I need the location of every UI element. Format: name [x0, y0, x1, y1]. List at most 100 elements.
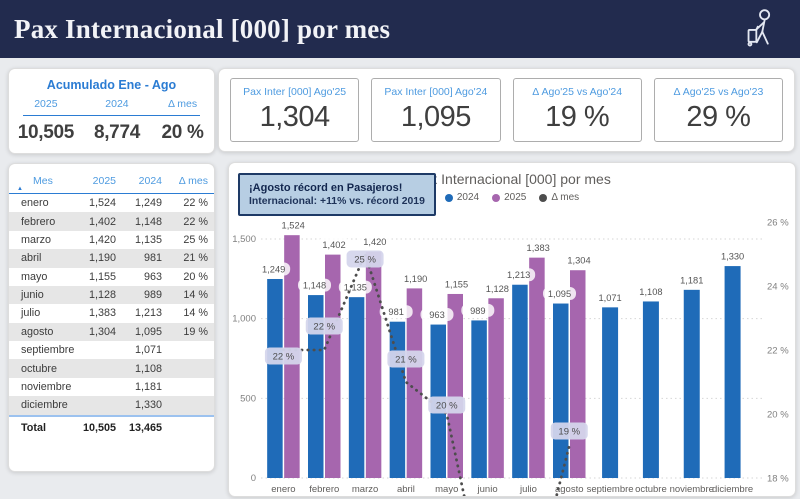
cell-noviembre-2: 1,181: [134, 380, 162, 393]
cell-agosto-3: 19 %: [183, 325, 208, 338]
right-axis-label: 18 %: [767, 474, 789, 485]
delta-pill-marzo: [346, 250, 384, 268]
table-row-octubre[interactable]: octubre 1,108: [9, 359, 214, 378]
summary-divider: [23, 115, 200, 116]
bar-2024-agosto[interactable]: [553, 303, 569, 478]
x-axis-label-diciembre: diciembre: [712, 484, 753, 495]
bar-label-2024-noviembre: 1,181: [680, 275, 703, 285]
cell-diciembre-1: [71, 396, 122, 415]
bar-2024-marzo[interactable]: [348, 297, 365, 478]
bar-label-2024-agosto: 1,095: [548, 289, 571, 299]
kpi-pax-ago24[interactable]: Pax Inter [000] Ago'24 1,095: [371, 78, 501, 142]
bar-2024-enero[interactable]: [267, 278, 283, 478]
kpi-delta-vs-ago24[interactable]: Δ Ago'25 vs Ago'24 19 %: [512, 78, 642, 142]
kpi-label: Pax Inter [000] Ago'25: [243, 86, 347, 98]
bar-label-2024-febrero-bg: [298, 278, 331, 292]
cell-enero-2: 1,249: [134, 197, 162, 210]
table-row-enero[interactable]: enero 1,524 1,249 22 %: [9, 194, 214, 213]
cell-julio-2: 1,213: [134, 307, 162, 320]
bar-2024-abril[interactable]: [389, 321, 406, 478]
legend-label: Δ mes: [551, 192, 580, 203]
bar-2024-septiembre[interactable]: [602, 307, 619, 478]
table-row-agosto[interactable]: agosto 1,304 1,095 19 %: [9, 322, 214, 341]
bar-label-2025-julio-bg: [521, 241, 555, 255]
bar-2024-diciembre[interactable]: [724, 266, 741, 478]
bar-label-2025-junio-bg: [480, 281, 514, 295]
cell-enero-3: 22 %: [183, 197, 208, 210]
legend-item-Δ mes[interactable]: Δ mes: [539, 192, 579, 203]
bar-2024-octubre[interactable]: [642, 301, 659, 478]
legend-item-2025[interactable]: 2025: [492, 192, 526, 203]
cell-mayo-3: 20 %: [183, 270, 208, 283]
kpi-delta-vs-ago23[interactable]: Δ Ago'25 vs Ago'23 29 %: [653, 78, 783, 142]
bar-2025-julio[interactable]: [529, 257, 545, 478]
column-header-2024[interactable]: 2024: [138, 175, 162, 187]
left-axis-label: 0: [251, 473, 256, 484]
table-row-julio[interactable]: julio 1,383 1,213 14 %: [9, 304, 214, 322]
cell-noviembre-1: [71, 378, 122, 396]
monthly-table-card: ▲ Mes 2025 2024 Δ mes enero 1,524 1,249 22 …: [8, 163, 215, 472]
bar-2025-febrero[interactable]: [325, 254, 341, 478]
bar-label-2025-febrero-bg: [317, 238, 351, 252]
bar-label-2024-enero: 1,249: [262, 264, 285, 274]
bar-label-2024-enero-bg: [257, 262, 291, 276]
monthly-table: ▲ Mes 2025 2024 Δ mes enero 1,524 1,249 22 …: [9, 173, 214, 437]
cell-agosto-0: agosto: [21, 325, 54, 338]
right-axis-label: 24 %: [767, 282, 789, 293]
table-row-junio[interactable]: junio 1,128 989 14 %: [9, 285, 214, 305]
cell-febrero-3: 22 %: [183, 215, 208, 228]
column-header-mes[interactable]: ▲ Mes: [17, 175, 53, 192]
column-header-2025[interactable]: 2025: [92, 175, 116, 187]
cell-septiembre-2: 1,071: [134, 344, 162, 357]
cell-julio-1: 1,383: [88, 307, 116, 320]
column-header-delta[interactable]: Δ mes: [178, 175, 208, 187]
summary-col-2024: 2024: [105, 98, 129, 110]
kpi-value: 1,304: [259, 101, 331, 133]
bar-label-2024-marzo: 1,135: [344, 283, 367, 293]
legend-dot: [444, 193, 453, 202]
bar-2024-julio[interactable]: [512, 284, 528, 478]
total-2024: 13,465: [128, 421, 162, 434]
cell-febrero-2: 1,148: [134, 215, 162, 228]
x-axis-label-noviembre: noviembre: [670, 484, 714, 495]
x-axis-label-septiembre: septiembre: [587, 484, 634, 495]
bar-label-2025-mayo: 1,155: [445, 279, 468, 289]
table-row-abril[interactable]: abril 1,190 981 21 %: [9, 249, 214, 268]
table-row-marzo[interactable]: marzo 1,420 1,135 25 %: [9, 231, 214, 249]
cell-septiembre-3: [168, 341, 214, 359]
bar-2025-agosto[interactable]: [570, 270, 586, 478]
bar-label-2024-septiembre-bg: [593, 290, 627, 304]
bar-2025-junio[interactable]: [488, 298, 504, 478]
bar-label-2024-agosto-bg: [543, 287, 576, 301]
cell-julio-3: 14 %: [183, 307, 208, 320]
kpi-card-row: Pax Inter [000] Ago'25 1,304 Pax Inter […: [218, 68, 795, 152]
delta-pill-label-marzo: 25 %: [354, 255, 376, 266]
bar-2024-febrero[interactable]: [308, 295, 324, 478]
cell-abril-3: 21 %: [183, 252, 208, 265]
x-axis-label-febrero: febrero: [309, 484, 339, 495]
bar-2025-mayo[interactable]: [447, 293, 464, 478]
bar-2024-junio[interactable]: [471, 320, 487, 478]
table-row-febrero[interactable]: febrero 1,402 1,148 22 %: [9, 212, 214, 231]
delta-pill-label-mayo: 20 %: [436, 401, 458, 412]
legend-item-2024[interactable]: 2024: [444, 192, 479, 203]
bar-label-2025-mayo-bg: [440, 277, 473, 291]
table-row-septiembre[interactable]: septiembre 1,071: [9, 341, 214, 359]
bar-label-2025-abril-bg: [399, 271, 433, 285]
bar-2025-abril[interactable]: [406, 288, 423, 478]
summary-value-delta: 20 %: [161, 122, 204, 143]
kpi-pax-ago25[interactable]: Pax Inter [000] Ago'25 1,304: [230, 78, 360, 142]
bar-2025-marzo[interactable]: [365, 251, 382, 478]
bar-label-2024-abril-bg: [379, 305, 413, 319]
cell-agosto-1: 1,304: [88, 325, 116, 338]
table-row-diciembre[interactable]: diciembre 1,330: [9, 396, 214, 416]
chart-title: Pax Internacional [000] por mes: [413, 171, 611, 187]
bar-label-2025-enero: 1,524: [282, 221, 305, 231]
table-row-mayo[interactable]: mayo 1,155 963 20 %: [9, 268, 214, 286]
delta-pill-label-febrero: 22 %: [313, 322, 335, 333]
bar-label-2024-octubre: 1,108: [639, 287, 662, 297]
bar-2024-noviembre[interactable]: [683, 289, 700, 478]
bar-label-2024-mayo-bg: [420, 308, 454, 322]
bar-label-2025-enero-bg: [276, 218, 310, 232]
table-row-noviembre[interactable]: noviembre 1,181: [9, 378, 214, 396]
